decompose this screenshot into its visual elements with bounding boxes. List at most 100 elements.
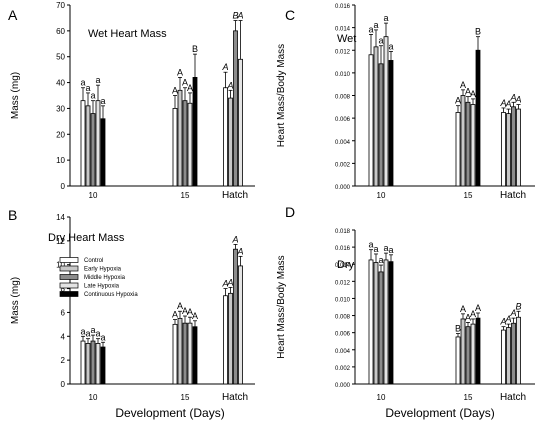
y-tick-label: 0.016 <box>335 4 351 10</box>
significance-label: a <box>373 244 378 254</box>
x-axis-label-left: Development (Days) <box>115 406 224 420</box>
bar <box>511 322 516 385</box>
bar <box>516 316 521 385</box>
bar <box>223 87 228 187</box>
panel-letter: D <box>285 204 295 220</box>
significance-label: a <box>383 13 388 23</box>
significance-label: a <box>368 24 373 34</box>
significance-label: A <box>460 80 466 90</box>
significance-label: a <box>100 96 105 106</box>
significance-label: A <box>187 83 193 93</box>
bar <box>470 104 476 187</box>
bar <box>223 295 228 385</box>
y-tick-label: 0.014 <box>335 27 351 33</box>
bar <box>373 46 379 187</box>
bar <box>383 259 389 385</box>
legend-swatch <box>59 282 79 289</box>
bar <box>388 60 394 187</box>
bar <box>85 105 91 187</box>
bar <box>388 261 394 385</box>
bar <box>95 100 101 187</box>
legend-label: Continuous Hypoxia <box>84 292 138 298</box>
significance-label: a <box>85 329 90 339</box>
bar <box>228 292 233 385</box>
x-tick-label: 15 <box>464 191 473 200</box>
significance-label: A <box>231 234 238 244</box>
bar <box>460 95 466 187</box>
y-axis-label: Mass (mg) <box>10 72 21 119</box>
bar <box>172 108 178 187</box>
legend-label: Control <box>84 258 103 264</box>
significance-label: A <box>460 304 466 314</box>
y-tick-label: 0.000 <box>335 383 351 389</box>
significance-label: A <box>475 303 481 313</box>
y-tick-label: 4 <box>61 332 66 341</box>
y-axis-label: Heart Mass/Body Mass <box>276 44 287 147</box>
significance-label: A <box>499 98 506 108</box>
bar <box>511 106 516 187</box>
panel-A: A Wet Heart Mass 0 10 20 30 40 50 60 70 Mass (mg) 1… <box>8 1 255 201</box>
bar <box>95 343 101 385</box>
significance-label: A <box>499 317 506 327</box>
significance-label: B <box>475 27 481 37</box>
y-tick-label: 0.006 <box>335 117 351 123</box>
bar <box>228 97 233 187</box>
x-tick-label: 15 <box>464 393 473 402</box>
bar <box>192 326 198 385</box>
significance-label: A <box>465 312 471 322</box>
bar <box>455 336 461 385</box>
legend-swatch <box>59 274 79 280</box>
panel-title: Wet Heart Mass <box>88 28 167 40</box>
bar <box>470 323 476 385</box>
y-tick-label: 0.016 <box>335 246 351 252</box>
significance-label: A <box>187 307 193 317</box>
bar <box>100 346 106 385</box>
bar <box>368 54 374 187</box>
legend-swatch <box>59 257 79 263</box>
significance-label: B <box>515 301 521 311</box>
y-tick-label: 0.004 <box>335 349 351 355</box>
significance-label: a <box>378 36 383 46</box>
y-tick-label: 0.012 <box>335 280 351 286</box>
significance-label: a <box>383 243 388 253</box>
panel-title: Wet <box>337 33 356 45</box>
legend-swatch <box>59 265 79 272</box>
panel-letter: B <box>8 207 17 223</box>
y-tick-label: 0.014 <box>335 263 351 269</box>
x-tick-label: 10 <box>89 393 98 402</box>
significance-label: A <box>236 246 243 256</box>
y-tick-label: 40 <box>56 79 65 88</box>
bar <box>177 317 183 385</box>
y-tick-label: 0.012 <box>335 49 351 55</box>
panel-D: D Dry 0.000 0.002 0.004 0.006 0.008 0.010 0.012 0… <box>276 204 535 403</box>
legend-swatch <box>59 291 79 297</box>
panel-C: C Wet 0.000 0.002 0.004 0.006 0.008 0.010 0.012 0… <box>276 4 535 201</box>
bar <box>373 262 379 385</box>
bar <box>506 327 511 385</box>
bar <box>465 101 471 187</box>
significance-label: A <box>465 87 471 97</box>
significance-label: a <box>80 78 85 88</box>
bar <box>506 113 511 187</box>
significance-label: A <box>504 99 511 109</box>
bar <box>455 112 461 187</box>
y-tick-label: 0.018 <box>335 229 351 235</box>
significance-label: A <box>470 89 476 99</box>
bar <box>501 329 506 385</box>
significance-label: A <box>509 92 516 102</box>
bar <box>368 259 374 385</box>
significance-label: A <box>182 78 188 88</box>
bar <box>501 112 506 187</box>
panel-letter: C <box>285 7 295 23</box>
x-tick-label: Hatch <box>500 190 526 201</box>
x-tick-label: 10 <box>89 191 98 200</box>
x-tick-label: Hatch <box>222 392 248 403</box>
y-tick-label: 20 <box>56 130 65 139</box>
legend: Control Early Hypoxia Middle Hypoxia Late H… <box>59 257 138 298</box>
bar <box>378 271 384 385</box>
bar <box>233 248 238 385</box>
bar <box>238 265 243 385</box>
panel-letter: A <box>8 7 18 23</box>
x-axis-label-right: Development (Days) <box>385 406 494 420</box>
significance-label: A <box>470 309 476 319</box>
